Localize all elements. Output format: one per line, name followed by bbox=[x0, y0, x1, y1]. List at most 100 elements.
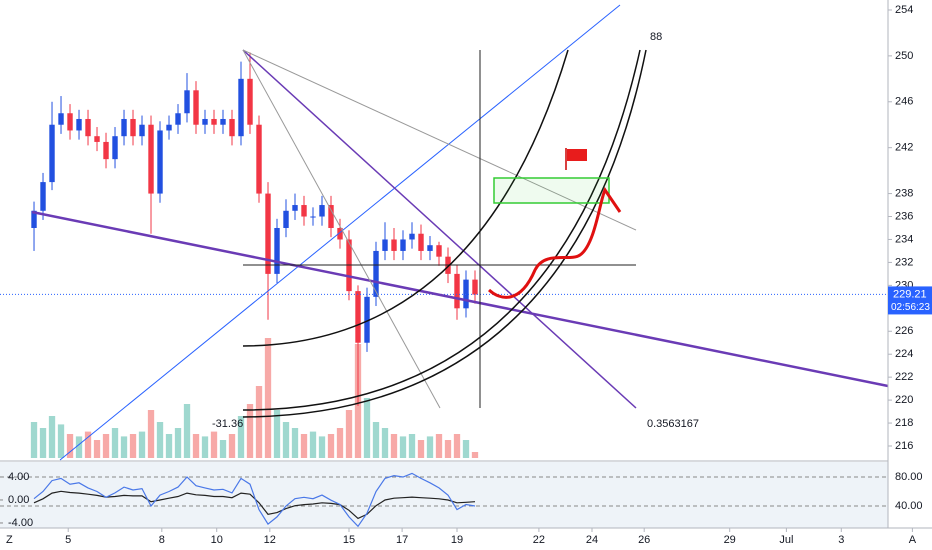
y-tick-label: 220 bbox=[895, 394, 913, 406]
volume-bar bbox=[111, 428, 119, 458]
y-tick-label: 218 bbox=[895, 417, 913, 429]
osc-tick-label: -4.00 bbox=[8, 517, 33, 529]
volume-bar bbox=[408, 434, 416, 458]
volume-bar bbox=[345, 410, 353, 458]
y-tick-label: 236 bbox=[895, 210, 913, 222]
volume-bar bbox=[57, 424, 65, 458]
volume-bar bbox=[471, 452, 479, 458]
candle-body bbox=[58, 113, 64, 125]
axes: 2162182202222242262302322342362382422462… bbox=[0, 4, 932, 546]
candle-body bbox=[175, 113, 181, 125]
candle-body bbox=[382, 239, 388, 251]
x-tick-label: 3 bbox=[838, 534, 844, 546]
candle-body bbox=[319, 205, 325, 217]
volume-bar bbox=[120, 436, 128, 458]
oscillator-pane bbox=[0, 462, 888, 528]
volume-bar bbox=[156, 422, 164, 458]
volume-bar bbox=[417, 440, 425, 458]
candle-body bbox=[301, 205, 307, 217]
y-tick-label: 238 bbox=[895, 187, 913, 199]
candle-body bbox=[202, 118, 208, 125]
candle-body bbox=[193, 90, 199, 125]
x-tick-label: A bbox=[909, 534, 917, 546]
arc bbox=[242, 49, 641, 411]
x-tick-label: 5 bbox=[65, 534, 71, 546]
y-tick-label: 242 bbox=[895, 142, 913, 154]
y-tick-label: 222 bbox=[895, 371, 913, 383]
corner-button[interactable]: Z bbox=[6, 534, 13, 546]
candle-body bbox=[292, 205, 298, 211]
volume-bar bbox=[75, 436, 83, 458]
flag bbox=[567, 149, 587, 161]
candle-body bbox=[229, 118, 235, 137]
volume-bar bbox=[426, 436, 434, 458]
volume-bar bbox=[273, 410, 281, 458]
volume-bar bbox=[129, 434, 137, 458]
volume-bar bbox=[165, 434, 173, 458]
x-tick-label: 12 bbox=[264, 534, 276, 546]
candle-body bbox=[355, 291, 361, 343]
x-tick-label: 26 bbox=[638, 534, 650, 546]
candle-body bbox=[337, 227, 343, 240]
candle-body bbox=[328, 205, 334, 228]
x-tick-label: 29 bbox=[724, 534, 736, 546]
volume-bar bbox=[30, 422, 38, 458]
marks bbox=[0, 52, 888, 528]
x-tick-label: Jul bbox=[779, 534, 793, 546]
candle-body bbox=[400, 239, 406, 251]
volume-bar bbox=[201, 436, 209, 458]
osc-tick-label: 4.00 bbox=[8, 471, 29, 483]
candle-body bbox=[472, 279, 478, 295]
volume-bar bbox=[318, 436, 326, 458]
volume-bar bbox=[48, 416, 56, 458]
volume-bar bbox=[102, 434, 110, 458]
candle-body bbox=[310, 216, 316, 218]
osc-tick-label: 80.00 bbox=[895, 471, 923, 483]
volume-bar bbox=[300, 434, 308, 458]
candle-body bbox=[184, 90, 190, 114]
x-tick-label: 17 bbox=[396, 534, 408, 546]
countdown-label: 02:56:23 bbox=[891, 302, 930, 313]
target-box bbox=[493, 177, 610, 204]
trend-line bbox=[242, 49, 637, 409]
volume-bar bbox=[237, 416, 245, 458]
volume-bar bbox=[444, 440, 452, 458]
candle-body bbox=[94, 136, 100, 142]
annotation: 88 bbox=[650, 31, 662, 43]
volume-bar bbox=[210, 431, 218, 458]
last-price-label: 229.21 bbox=[893, 288, 927, 300]
volume-bar bbox=[84, 431, 92, 458]
annotation: -31.36 bbox=[212, 418, 243, 430]
volume-bar bbox=[363, 398, 371, 458]
candle-body bbox=[139, 124, 145, 137]
candle-body bbox=[247, 78, 253, 125]
volume-bar bbox=[264, 338, 272, 458]
candle-body bbox=[121, 118, 127, 137]
candle-body bbox=[373, 250, 379, 297]
x-tick-label: 10 bbox=[211, 534, 223, 546]
candle-body bbox=[112, 136, 118, 160]
volume-bar bbox=[66, 434, 74, 458]
candle-body bbox=[67, 113, 73, 131]
volume-bar bbox=[147, 410, 155, 458]
volume-bar bbox=[381, 428, 389, 458]
candle-body bbox=[166, 124, 172, 131]
y-tick-label: 224 bbox=[895, 348, 913, 360]
y-tick-label: 234 bbox=[895, 233, 913, 245]
volume-bar bbox=[453, 434, 461, 458]
volume-bar bbox=[327, 434, 335, 458]
volume-bar bbox=[219, 440, 227, 458]
volume-bar bbox=[246, 404, 254, 458]
candle-body bbox=[427, 245, 433, 251]
y-tick-label: 246 bbox=[895, 96, 913, 108]
y-tick-label: 232 bbox=[895, 256, 913, 268]
candle-body bbox=[418, 233, 424, 251]
fan-line bbox=[242, 49, 441, 409]
trend-line bbox=[59, 4, 621, 461]
volume-bar bbox=[138, 431, 146, 458]
trend-line bbox=[31, 210, 889, 388]
volume-bar bbox=[435, 434, 443, 458]
volume-bar bbox=[183, 404, 191, 458]
volume-bar bbox=[291, 428, 299, 458]
